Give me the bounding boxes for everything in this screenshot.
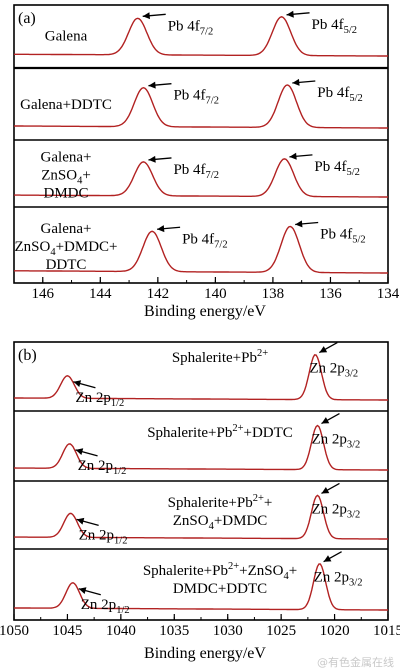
peak-label: Zn 2p3/2	[309, 361, 358, 380]
x-tick-label: 144	[89, 286, 112, 302]
panel-label: (a)	[18, 10, 36, 27]
peak-label: Pb 4f5/2	[317, 85, 363, 104]
spectrum-line	[14, 84, 388, 129]
peak-label: Pb 4f7/2	[168, 18, 214, 37]
arrow-head	[292, 78, 300, 86]
peak-label: Zn 2p1/2	[79, 527, 128, 546]
arrow-head	[157, 225, 165, 233]
x-tick-label: 142	[147, 286, 170, 302]
x-axis-label: Binding energy/eV	[144, 645, 266, 662]
spectrum-2: Sphalerite+Pb2++DDTC Zn 2p1/2 Zn 2p3/2	[14, 412, 388, 477]
peak-label: Pb 4f5/2	[312, 17, 358, 36]
spectrum-line	[14, 16, 388, 57]
arrow-head	[73, 380, 82, 388]
spectrum-1: Sphalerite+Pb2+ Zn 2p1/2 Zn 2p3/2	[14, 342, 388, 409]
sample-label: ZnSO4+	[41, 168, 91, 187]
spectrum-4: Sphalerite+Pb2++ZnSO4+DMDC+DDTC Zn 2p1/2 Z…	[14, 551, 388, 616]
sample-label: ZnSO4+DMDC	[173, 513, 268, 532]
arrow-head	[142, 12, 150, 20]
peak-label: Pb 4f7/2	[173, 88, 219, 107]
arrow-head	[75, 448, 84, 456]
x-tick-label: 1045	[52, 623, 82, 639]
x-tick-label: 1035	[159, 623, 189, 639]
x-tick-label: 140	[204, 286, 227, 302]
spectrum-line	[14, 354, 388, 401]
arrow-head	[148, 155, 156, 163]
x-tick-label: 1015	[373, 623, 400, 639]
sample-label: DMDC+DDTC	[173, 581, 267, 597]
spectrum-3: Galena+ ZnSO4+DMDC Pb 4f7/2 Pb 4f5/2	[14, 150, 388, 202]
arrow-head	[319, 346, 328, 353]
x-tick-label: 134	[377, 286, 400, 302]
x-tick-label: 1050	[0, 623, 29, 639]
panel-label: (b)	[18, 347, 37, 364]
peak-label: Pb 4f5/2	[314, 159, 360, 178]
sample-label: Sphalerite+Pb2+	[172, 348, 268, 366]
sample-label: Sphalerite+Pb2++	[168, 493, 273, 511]
arrow-head	[148, 81, 156, 89]
arrow-head	[286, 10, 294, 18]
sample-label: Sphalerite+Pb2++ZnSO4+	[143, 561, 297, 582]
sample-label: ZnSO4+DMDC+	[14, 239, 117, 258]
arrow-head	[289, 152, 297, 160]
spectrum-line	[14, 225, 388, 274]
sample-label: Galena+DDTC	[20, 97, 112, 113]
spectrum-1: Galena Pb 4f7/2 Pb 4f5/2	[14, 10, 388, 57]
peak-label: Zn 2p1/2	[75, 390, 124, 409]
sample-label: DDTC	[46, 257, 87, 273]
arrow-head	[321, 486, 330, 494]
arrow-head	[323, 555, 332, 562]
arrow-head	[295, 220, 303, 228]
panel-a: 146 144 142 140 138 136 134 Binding energy/eV (a…	[13, 4, 400, 320]
sample-label: Galena+	[41, 150, 92, 166]
sample-label: Galena+	[41, 221, 92, 237]
arrow-head	[78, 587, 87, 594]
peak-label: Zn 2p1/2	[78, 458, 127, 477]
x-tick-label: 138	[262, 286, 285, 302]
spectrum-4: Galena+ ZnSO4+DMDC+DDTC Pb 4f7/2 Pb 4f5/2	[14, 220, 388, 274]
spectrum-line	[14, 158, 388, 198]
x-tick-label: 136	[319, 286, 342, 302]
spectrum-line	[14, 563, 388, 611]
watermark-text: @有色金属在线	[317, 655, 394, 669]
peak-label: Zn 2p3/2	[311, 501, 360, 520]
peak-label: Zn 2p3/2	[314, 570, 363, 589]
plot-frame	[13, 4, 389, 284]
sample-label: Galena	[45, 29, 88, 45]
spectrum-3: Sphalerite+Pb2++ ZnSO4+DMDC Zn 2p1/2 Zn 2p3…	[14, 482, 388, 546]
peak-label: Zn 2p3/2	[311, 432, 360, 451]
sample-label: Sphalerite+Pb2++DDTC	[147, 423, 293, 441]
peak-label: Zn 2p1/2	[81, 597, 130, 616]
peak-label: Pb 4f7/2	[182, 231, 228, 250]
x-axis-label: Binding energy/eV	[144, 303, 266, 320]
spectrum-line	[14, 424, 388, 471]
panel-b: 1050 1045 1040 1035 1030 1025 1020 1015 Binding …	[0, 341, 400, 662]
x-tick-label: 1040	[106, 623, 136, 639]
spectrum-line	[14, 494, 388, 540]
x-tick-label: 1020	[320, 623, 350, 639]
x-tick-label: 1030	[213, 623, 243, 639]
arrow-head	[321, 417, 330, 424]
arrow-head	[76, 517, 85, 525]
sample-label: DMDC	[43, 186, 88, 202]
spectrum-2: Galena+DDTC Pb 4f7/2 Pb 4f5/2	[14, 78, 388, 129]
x-tick-label: 1025	[266, 623, 296, 639]
peak-label: Pb 4f7/2	[173, 162, 219, 181]
peak-label: Pb 4f5/2	[320, 226, 366, 245]
x-tick-label: 146	[32, 286, 55, 302]
